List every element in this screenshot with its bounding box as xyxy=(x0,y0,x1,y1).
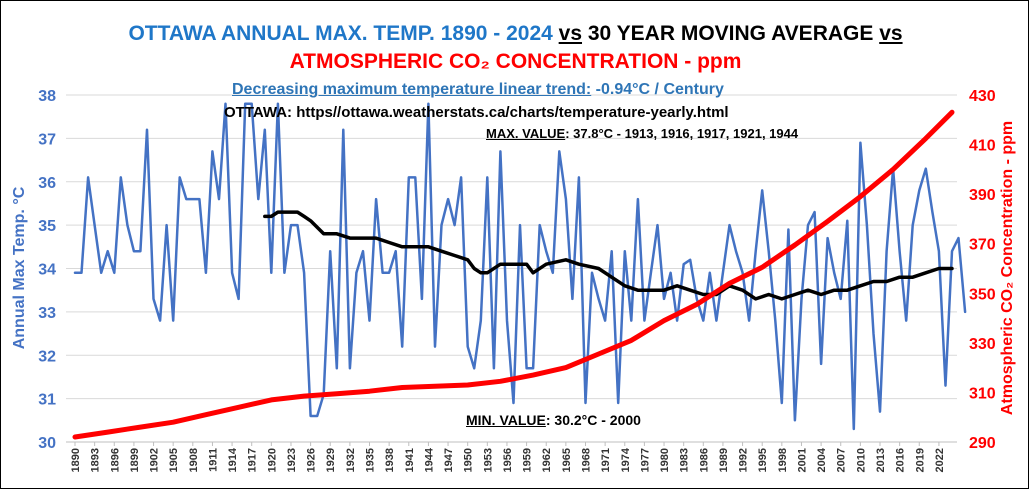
title-part2: 30 YEAR MOVING AVERAGE xyxy=(582,22,880,45)
left-tick-label: 35 xyxy=(38,218,56,235)
x-tick-label: 1914 xyxy=(227,447,239,472)
right-tick-label: 330 xyxy=(969,336,996,353)
left-tick-label: 33 xyxy=(38,305,56,322)
x-tick-label: 1992 xyxy=(738,448,750,472)
x-tick-label: 1902 xyxy=(149,448,161,472)
x-tick-label: 1998 xyxy=(777,448,789,472)
title-vs1: vs xyxy=(558,22,583,45)
right-tick-label: 350 xyxy=(969,286,996,303)
x-tick-label: 1989 xyxy=(718,448,730,472)
x-tick-label: 2010 xyxy=(855,448,867,472)
title-part1: OTTAWA ANNUAL MAX. TEMP. 1890 - 2024 xyxy=(128,22,559,45)
right-axis-title: Atmospheric CO₂ Concentration - ppm xyxy=(999,121,1016,415)
temperature-line xyxy=(73,102,967,431)
x-axis: 1890 1893 1896 1899 1902 1905 1908 1911 1914 1917… xyxy=(66,441,957,472)
left-tick-label: 37 xyxy=(38,131,56,148)
left-tick-label: 31 xyxy=(38,392,56,409)
x-tick-label: 1899 xyxy=(129,448,141,472)
x-tick-label: 1995 xyxy=(757,448,769,472)
x-tick-label: 2007 xyxy=(836,448,848,472)
right-tick-label: 290 xyxy=(969,435,996,452)
left-axis-title: Annual Max Temp. °C xyxy=(11,186,28,349)
x-tick-label: 1896 xyxy=(109,448,121,472)
min-value-annotation: MIN. VALUE: 30.2°C - 2000 xyxy=(466,412,641,428)
x-tick-label: 1923 xyxy=(286,448,298,472)
x-tick-label: 1920 xyxy=(266,448,278,472)
x-tick-label: 1917 xyxy=(247,448,259,472)
left-tick-label: 34 xyxy=(38,262,56,279)
min-value-label: MIN. VALUE xyxy=(466,412,546,428)
x-tick-label: 1947 xyxy=(443,448,455,472)
x-tick-label: 1971 xyxy=(600,448,612,472)
moving_average-line xyxy=(263,210,954,301)
right-tick-label: 310 xyxy=(969,385,996,402)
x-tick-label: 1965 xyxy=(561,448,573,472)
x-tick-label: 1911 xyxy=(207,448,219,472)
right-tick-label: 390 xyxy=(969,187,996,204)
min-value-text: : 30.2°C - 2000 xyxy=(545,412,641,428)
x-tick-label: 2019 xyxy=(914,448,926,472)
x-tick-label: 1959 xyxy=(522,448,534,472)
x-tick-label: 1938 xyxy=(384,448,396,472)
trend-label: Decreasing maximum temperature linear tr… xyxy=(232,81,592,98)
max-value-annotation: MAX. VALUE: 37.8°C - 1913, 1916, 1917, 1… xyxy=(486,126,798,141)
max-value-label: MAX. VALUE xyxy=(486,126,566,141)
x-tick-label: 1953 xyxy=(482,448,494,472)
x-tick-label: 1968 xyxy=(580,448,592,472)
x-tick-label: 2016 xyxy=(895,448,907,472)
x-tick-label: 2004 xyxy=(816,447,828,472)
x-tick-label: 1974 xyxy=(620,447,632,472)
x-tick-label: 1950 xyxy=(463,448,475,472)
x-tick-label: 1890 xyxy=(70,448,82,472)
x-tick-label: 1941 xyxy=(404,448,416,472)
x-tick-label: 1956 xyxy=(502,448,514,472)
trend-annotation: Decreasing maximum temperature linear tr… xyxy=(232,81,724,99)
source-annotation: OTTAWA: https//ottawa.weatherstats.ca/ch… xyxy=(224,104,729,121)
series-layer xyxy=(72,102,967,440)
left-tick-label: 30 xyxy=(38,435,56,452)
trend-value: -0.94°C / Century xyxy=(591,81,724,98)
x-tick-label: 2001 xyxy=(796,448,808,472)
co2-line xyxy=(72,109,955,440)
x-tick-label: 1983 xyxy=(679,448,691,472)
left-tick-label: 32 xyxy=(38,348,56,365)
max-value-text: : 37.8°C - 1913, 1916, 1917, 1921, 1944 xyxy=(565,126,799,141)
x-tick-label: 1932 xyxy=(345,448,357,472)
x-tick-label: 1962 xyxy=(541,448,553,472)
x-tick-label: 1977 xyxy=(639,448,651,472)
x-tick-label: 1980 xyxy=(659,448,671,472)
x-tick-label: 1908 xyxy=(188,448,200,472)
x-tick-label: 1893 xyxy=(90,448,102,472)
x-tick-label: 1926 xyxy=(306,448,318,472)
right-tick-label: 430 xyxy=(969,88,996,105)
x-tick-label: 1986 xyxy=(698,448,710,472)
right-tick-label: 370 xyxy=(969,237,996,254)
title-vs2: vs xyxy=(879,22,903,45)
right-tick-label: 410 xyxy=(969,138,996,155)
left-axis: 30 31 32 33 34 35 36 37 38 xyxy=(38,88,56,452)
left-tick-label: 36 xyxy=(38,175,56,192)
x-tick-label: 1935 xyxy=(365,448,377,472)
x-tick-label: 2022 xyxy=(934,448,946,472)
chart-title-line1: OTTAWA ANNUAL MAX. TEMP. 1890 - 2024 vs … xyxy=(0,22,1031,46)
x-tick-label: 1944 xyxy=(423,447,435,472)
x-tick-label: 2013 xyxy=(875,448,887,472)
left-tick-label: 38 xyxy=(38,88,56,105)
x-tick-label: 1905 xyxy=(168,448,180,472)
x-tick-label: 1929 xyxy=(325,448,337,472)
right-axis: 290 310 330 350 370 390 410 430 xyxy=(969,88,996,452)
chart-title-line2: ATMOSPHERIC CO₂ CONCENTRATION - ppm xyxy=(289,50,742,73)
